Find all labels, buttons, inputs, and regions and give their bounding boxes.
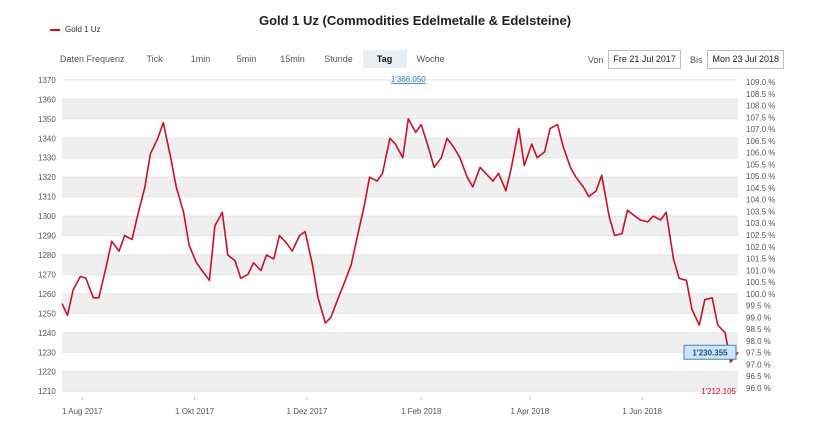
y-tick-label: 1290 — [38, 232, 56, 241]
y-tick-label: 1300 — [38, 212, 56, 221]
y2-tick-label: 105.0 % — [746, 172, 775, 181]
y2-tick-label: 98.5 % — [746, 325, 771, 334]
y2-tick-label: 106.0 % — [746, 149, 775, 158]
y-tick-label: 1340 — [38, 134, 56, 143]
y2-tick-label: 106.5 % — [746, 137, 775, 146]
last-value-annotation: 1'230.355 — [692, 348, 728, 357]
y2-tick-label: 100.5 % — [746, 278, 775, 287]
freq-button-15min[interactable]: 15min — [280, 54, 305, 64]
y-tick-label: 1240 — [38, 329, 56, 338]
x-tick-label: 1 Aug 2017 — [62, 407, 103, 416]
frequency-toolbar: Daten Frequenz Tick 1min 5min 15min Stun… — [60, 50, 455, 68]
min-value-annotation: 1'212.105 — [701, 387, 736, 396]
y-tick-label: 1360 — [38, 95, 56, 104]
series-line-gold — [61, 118, 739, 363]
frequency-label: Daten Frequenz — [60, 54, 125, 64]
freq-button-woche[interactable]: Woche — [416, 54, 445, 64]
y-tick-label: 1280 — [38, 251, 56, 260]
y2-tick-label: 102.5 % — [746, 231, 775, 240]
from-label: Von — [587, 54, 604, 65]
grid-band — [62, 332, 738, 353]
y2-tick-label: 109.0 % — [746, 78, 775, 87]
y-tick-label: 1310 — [38, 193, 56, 202]
y-tick-label: 1250 — [38, 309, 56, 318]
date-range: Von Fre 21 Jul 2017 Bis Mon 23 Jul 2018 — [588, 50, 784, 69]
legend-swatch — [50, 28, 60, 31]
y2-tick-label: 101.5 % — [746, 255, 775, 264]
y2-tick-label: 96.0 % — [746, 384, 771, 393]
freq-button-tick[interactable]: Tick — [146, 54, 163, 64]
x-tick-label: 1 Apr 2018 — [511, 407, 550, 416]
y2-tick-label: 108.5 % — [746, 90, 775, 99]
grid-band — [62, 216, 738, 236]
y2-tick-label: 99.5 % — [746, 302, 771, 311]
x-tick-label: 1 Feb 2018 — [401, 407, 442, 416]
y-tick-label: 1220 — [38, 368, 56, 377]
y-tick-label: 1370 — [38, 76, 56, 85]
freq-button-tag[interactable]: Tag — [362, 50, 407, 68]
x-tick-label: 1 Dez 2017 — [287, 407, 328, 416]
y-tick-label: 1270 — [38, 270, 56, 279]
y2-tick-label: 104.5 % — [746, 184, 775, 193]
from-date-field[interactable]: Fre 21 Jul 2017 — [608, 50, 681, 69]
grid-band — [62, 138, 738, 158]
y-tick-label: 1260 — [38, 290, 56, 299]
grid-band — [62, 293, 738, 314]
y-tick-label: 1330 — [38, 154, 56, 163]
grid-band — [62, 254, 738, 275]
y-tick-label: 1320 — [38, 173, 56, 182]
y-tick-label: 1230 — [38, 348, 56, 357]
freq-button-5min[interactable]: 5min — [236, 54, 257, 64]
chart-title: Gold 1 Uz (Commodities Edelmetalle & Ede… — [258, 13, 572, 28]
y2-tick-label: 108.0 % — [746, 102, 775, 111]
grid-band — [62, 99, 738, 119]
y2-tick-label: 103.0 % — [746, 219, 775, 228]
y2-tick-label: 107.5 % — [746, 113, 775, 122]
y-tick-label: 1350 — [38, 115, 56, 124]
grid-band — [62, 177, 738, 197]
grid-band — [62, 371, 738, 392]
y2-tick-label: 103.5 % — [746, 207, 775, 216]
legend-label: Gold 1 Uz — [65, 25, 101, 34]
y-tick-label: 1210 — [38, 387, 56, 396]
y2-tick-label: 107.0 % — [746, 125, 775, 134]
x-tick-label: 1 Okt 2017 — [175, 407, 215, 416]
to-label: Bis — [689, 54, 703, 65]
y2-tick-label: 96.5 % — [746, 372, 771, 381]
freq-button-stunde[interactable]: Stunde — [324, 54, 353, 64]
y2-tick-label: 99.0 % — [746, 313, 771, 322]
y2-tick-label: 102.0 % — [746, 243, 775, 252]
legend[interactable]: Gold 1 Uz — [50, 25, 101, 34]
y2-tick-label: 100.0 % — [746, 290, 775, 299]
y2-tick-label: 105.5 % — [746, 160, 775, 169]
y2-tick-label: 97.5 % — [746, 349, 771, 358]
y2-tick-label: 104.0 % — [746, 196, 775, 205]
x-tick-label: 1 Jun 2018 — [622, 407, 662, 416]
y2-tick-label: 98.0 % — [746, 337, 771, 346]
y2-tick-label: 97.0 % — [746, 360, 771, 369]
freq-button-1min[interactable]: 1min — [190, 54, 211, 64]
last-value-box — [683, 344, 737, 360]
max-value-annotation: 1'366.050 — [391, 75, 426, 84]
y2-tick-label: 101.0 % — [746, 266, 775, 275]
to-date-field[interactable]: Mon 23 Jul 2018 — [707, 50, 784, 69]
